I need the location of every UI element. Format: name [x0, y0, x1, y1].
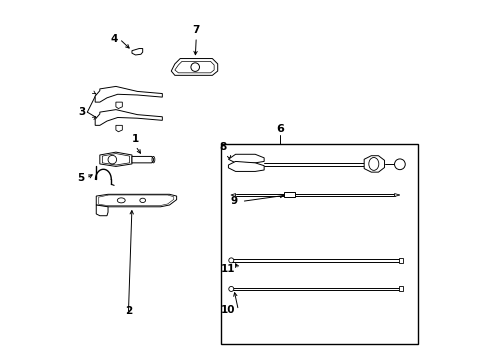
- Text: 2: 2: [124, 306, 132, 316]
- Circle shape: [108, 156, 116, 164]
- Polygon shape: [95, 110, 162, 125]
- Text: 7: 7: [192, 25, 200, 35]
- Ellipse shape: [140, 198, 145, 203]
- Text: 3: 3: [78, 107, 85, 117]
- Polygon shape: [95, 86, 162, 102]
- Bar: [398, 287, 402, 292]
- Polygon shape: [100, 152, 132, 166]
- Ellipse shape: [117, 198, 125, 203]
- Text: 10: 10: [220, 305, 234, 315]
- Polygon shape: [116, 125, 122, 132]
- Bar: [221, 144, 417, 344]
- Text: 5: 5: [77, 173, 84, 183]
- Circle shape: [228, 258, 233, 263]
- Polygon shape: [228, 154, 264, 163]
- Circle shape: [394, 159, 405, 170]
- Polygon shape: [116, 102, 122, 109]
- Bar: [398, 258, 402, 263]
- Text: 8: 8: [219, 143, 226, 153]
- Text: 6: 6: [276, 123, 284, 134]
- Polygon shape: [394, 194, 399, 197]
- Text: 9: 9: [230, 197, 238, 206]
- Bar: [283, 192, 294, 197]
- Text: 4: 4: [110, 34, 118, 44]
- Polygon shape: [132, 157, 153, 163]
- Polygon shape: [96, 194, 176, 207]
- Polygon shape: [228, 161, 264, 171]
- Polygon shape: [364, 156, 384, 172]
- Polygon shape: [96, 205, 108, 216]
- Circle shape: [190, 63, 199, 71]
- Text: 11: 11: [220, 264, 234, 274]
- Polygon shape: [230, 194, 235, 197]
- Text: 1: 1: [132, 134, 139, 144]
- Polygon shape: [171, 59, 217, 75]
- Circle shape: [228, 287, 233, 292]
- Polygon shape: [132, 49, 142, 55]
